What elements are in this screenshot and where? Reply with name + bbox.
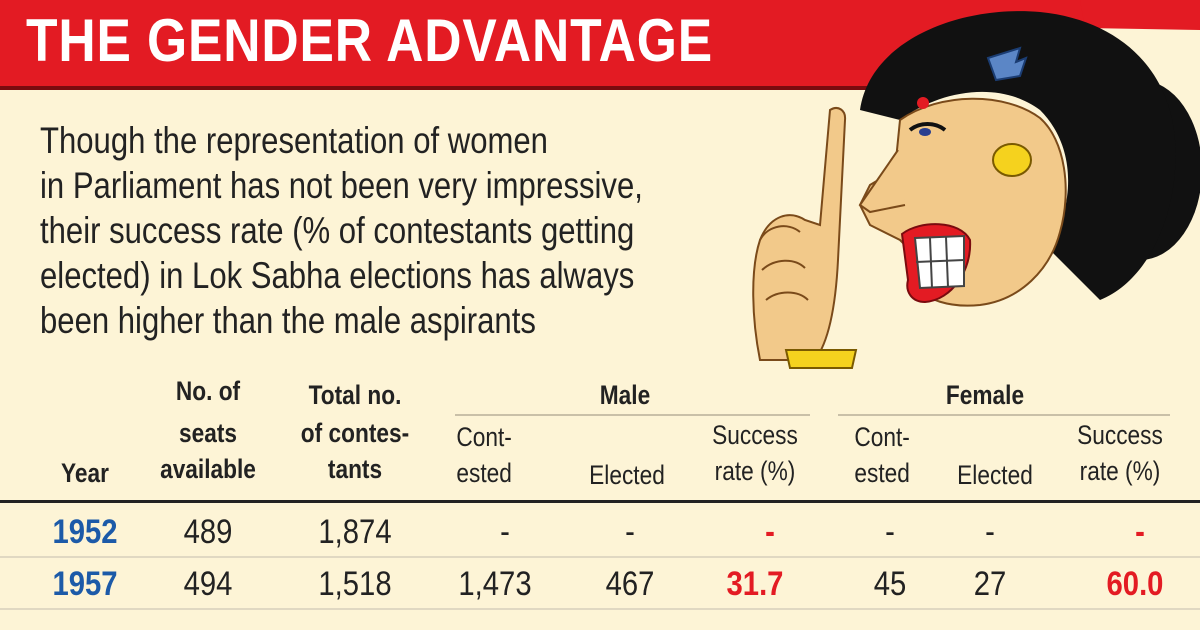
female-group-header: Female	[945, 380, 1025, 410]
cell-seats: 489	[183, 513, 233, 551]
intro-line: elected) in Lok Sabha elections has alwa…	[40, 255, 635, 296]
election-table: Male Female Year No. of seats available …	[0, 376, 1200, 630]
cell-male-rate: 31.7	[726, 565, 784, 603]
col-contestants-2: of contes-	[300, 418, 410, 448]
male-group-line	[455, 414, 810, 416]
cell-male-rate: -	[765, 513, 775, 551]
cell-male-contested: 1,473	[458, 565, 532, 603]
cell-female-elected: -	[985, 513, 995, 551]
col-male-contested-1: Cont-	[456, 422, 512, 452]
col-female-rate-2: rate (%)	[1079, 456, 1161, 486]
cell-female-elected: 27	[973, 565, 1007, 603]
cell-male-elected: -	[625, 513, 635, 551]
cell-female-rate: 60.0	[1106, 565, 1164, 603]
cell-contestants: 1,518	[318, 565, 392, 603]
col-contestants-3: tants	[327, 454, 383, 484]
col-male-rate-2: rate (%)	[714, 456, 796, 486]
col-seats-2: seats	[178, 418, 238, 448]
intro-text: Though the representation of women in Pa…	[40, 118, 678, 343]
intro-line: been higher than the male aspirants	[40, 300, 536, 341]
col-female-contested-1: Cont-	[854, 422, 910, 452]
intro-line: Though the representation of women	[40, 120, 548, 161]
col-female-contested-2: ested	[854, 458, 910, 488]
cell-male-elected: 467	[605, 565, 655, 603]
col-male-rate-1: Success	[712, 420, 798, 450]
intro-line: their success rate (% of contestants get…	[40, 210, 635, 251]
page-title: THE GENDER ADVANTAGE	[26, 7, 714, 74]
col-male-contested-2: ested	[456, 458, 512, 488]
cell-contestants: 1,874	[318, 513, 392, 551]
cell-female-contested: -	[885, 513, 895, 551]
table-row: 1952 489 1,874 - - - - - -	[0, 510, 1200, 558]
cell-female-rate: -	[1135, 513, 1145, 551]
col-seats-1: No. of	[175, 376, 241, 406]
col-year: Year	[61, 458, 109, 488]
col-contestants-1: Total no.	[308, 380, 402, 410]
male-group-header: Male	[599, 380, 651, 410]
header-rule	[0, 500, 1200, 503]
female-group-line	[838, 414, 1170, 416]
intro-line: in Parliament has not been very impressi…	[40, 165, 643, 206]
cell-female-contested: 45	[873, 565, 907, 603]
cell-year: 1957	[52, 565, 118, 603]
woman-illustration	[752, 0, 1200, 369]
table-row: 1957 494 1,518 1,473 467 31.7 45 27 60.0	[0, 562, 1200, 610]
col-seats-3: available	[160, 454, 256, 484]
col-male-elected: Elected	[589, 460, 665, 490]
col-female-elected: Elected	[957, 460, 1033, 490]
col-female-rate-1: Success	[1077, 420, 1163, 450]
cell-male-contested: -	[500, 513, 510, 551]
cell-seats: 494	[183, 565, 233, 603]
cell-year: 1952	[52, 513, 118, 551]
